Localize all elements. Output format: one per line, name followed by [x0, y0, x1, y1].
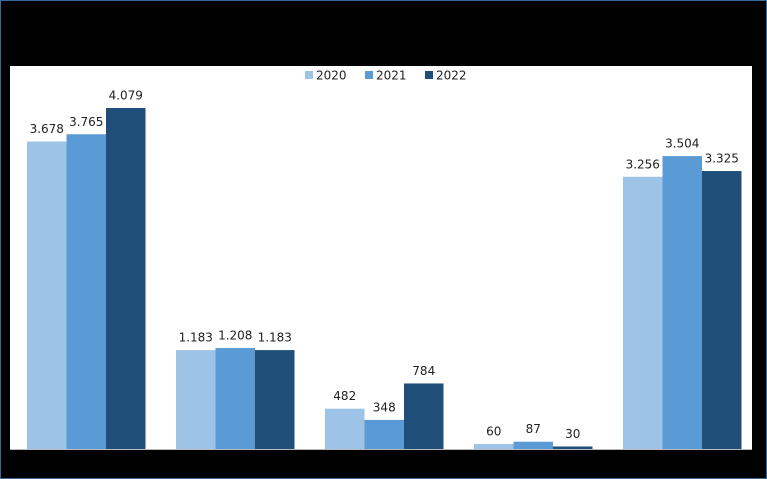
- legend-label: 2020: [316, 69, 347, 83]
- data-label: 87: [526, 422, 541, 436]
- data-label: 3.765: [69, 115, 103, 129]
- data-label: 1.208: [218, 329, 252, 343]
- legend-swatch: [425, 71, 433, 79]
- data-label: 3.325: [705, 152, 739, 166]
- bar: [623, 176, 663, 449]
- bar: [255, 350, 295, 449]
- data-label: 784: [412, 364, 435, 378]
- legend-label: 2022: [436, 69, 467, 83]
- data-label: 1.183: [179, 331, 213, 345]
- bar: [662, 156, 702, 449]
- legend-swatch: [305, 71, 313, 79]
- bar: [106, 108, 146, 449]
- bar: [553, 446, 593, 449]
- data-label: 3.678: [30, 122, 64, 136]
- data-label: 30: [565, 427, 580, 441]
- data-label: 1.183: [258, 331, 292, 345]
- bar: [513, 441, 553, 449]
- bar: [325, 408, 365, 449]
- legend-swatch: [365, 71, 373, 79]
- bar: [176, 350, 216, 449]
- data-label: 3.504: [665, 137, 699, 151]
- bar: [702, 171, 742, 450]
- bar: [27, 141, 67, 449]
- data-label: 4.079: [109, 89, 143, 103]
- bar: [215, 348, 255, 449]
- bar: [66, 134, 106, 449]
- data-label: 60: [486, 424, 501, 438]
- bar: [364, 419, 404, 449]
- data-label: 348: [373, 400, 396, 414]
- bar: [474, 443, 514, 449]
- bar: [404, 383, 444, 449]
- legend-label: 2021: [376, 69, 407, 83]
- data-label: 3.256: [626, 157, 660, 171]
- data-label: 482: [333, 389, 356, 403]
